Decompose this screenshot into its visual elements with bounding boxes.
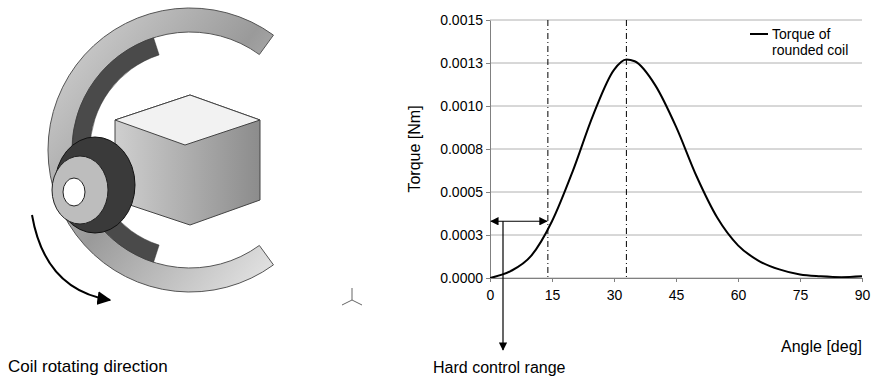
x-axis-title: Angle [deg]	[781, 338, 862, 355]
legend-background	[747, 24, 851, 60]
figure: Coil rotating direction0.00000.00030.000…	[0, 0, 885, 383]
x-tick-mark	[862, 278, 863, 282]
grid-line	[490, 20, 862, 21]
y-axis-line	[490, 21, 491, 279]
coil-mid	[52, 156, 108, 224]
y-tick-mark	[486, 278, 490, 279]
x-tick-mark	[676, 278, 677, 282]
grid-line	[490, 149, 862, 150]
y-tick-mark	[486, 235, 490, 236]
annotation-pointer	[502, 221, 503, 350]
x-tick-label: 75	[793, 287, 809, 303]
y-tick: 0.0000	[440, 270, 490, 286]
x-tick: 60	[731, 278, 747, 303]
y-tick-label: 0.0003	[440, 227, 483, 243]
x-tick-mark	[490, 278, 491, 282]
triad-x	[352, 300, 362, 305]
rotation-arrow	[32, 215, 110, 300]
y-tick-label: 0.0013	[440, 55, 483, 71]
image-caption: Coil rotating direction	[8, 357, 168, 376]
grid-line	[490, 106, 862, 107]
core-box	[115, 95, 260, 225]
shell	[48, 8, 273, 292]
y-tick-mark	[486, 63, 490, 64]
triad-z	[352, 288, 353, 300]
y-tick-label: 0.0000	[440, 270, 483, 286]
core-box-top	[115, 95, 260, 145]
y-tick-label: 0.0005	[440, 184, 483, 200]
y-tick: 0.0010	[440, 98, 490, 114]
x-tick-label: 90	[855, 287, 871, 303]
x-tick-label: 60	[731, 287, 747, 303]
x-tick: 0	[487, 278, 495, 303]
plot-area	[490, 20, 862, 278]
x-axis: 0 15 30 45 60 75 90	[487, 278, 871, 303]
grid-line	[490, 63, 862, 64]
reference-line	[547, 20, 548, 278]
grid-line	[490, 192, 862, 193]
annotation-text: Hard control range	[433, 359, 566, 376]
x-tick-mark	[800, 278, 801, 282]
triad-y	[342, 300, 352, 305]
grid	[490, 20, 862, 278]
data-line	[490, 60, 862, 278]
y-tick-mark	[486, 106, 490, 107]
x-tick-mark	[614, 278, 615, 282]
x-tick-label: 30	[607, 287, 623, 303]
x-tick-label: 0	[487, 287, 495, 303]
y-tick-mark	[486, 192, 490, 193]
y-tick-label: 0.0010	[440, 98, 483, 114]
legend: Torque ofrounded coil	[747, 24, 851, 60]
x-tick: 45	[669, 278, 685, 303]
range-arrow	[491, 221, 547, 222]
x-tick-label: 15	[545, 287, 561, 303]
y-tick-label: 0.0015	[440, 12, 483, 28]
y-axis-title: Torque [Nm]	[406, 105, 423, 192]
x-tick: 75	[793, 278, 809, 303]
legend-label: Torque ofrounded coil	[772, 26, 848, 58]
legend-swatch	[750, 33, 768, 35]
x-tick: 30	[607, 278, 623, 303]
y-tick-mark	[486, 149, 490, 150]
x-tick: 90	[855, 278, 871, 303]
y-tick: 0.0015	[440, 12, 490, 28]
y-tick: 0.0008	[440, 141, 490, 157]
coil-hole	[63, 178, 85, 206]
x-tick: 15	[545, 278, 561, 303]
x-tick-label: 45	[669, 287, 685, 303]
y-tick: 0.0005	[440, 184, 490, 200]
x-tick-mark	[552, 278, 553, 282]
x-tick-mark	[738, 278, 739, 282]
axis-triad	[342, 288, 362, 305]
y-tick-label: 0.0008	[440, 141, 483, 157]
y-tick: 0.0013	[440, 55, 490, 71]
y-axis: 0.0000 0.0003 0.0005 0.0008 0.0010 0.0013 0.00…	[440, 12, 490, 286]
y-tick-mark	[486, 20, 490, 21]
illustration	[32, 8, 362, 305]
y-tick: 0.0003	[440, 227, 490, 243]
